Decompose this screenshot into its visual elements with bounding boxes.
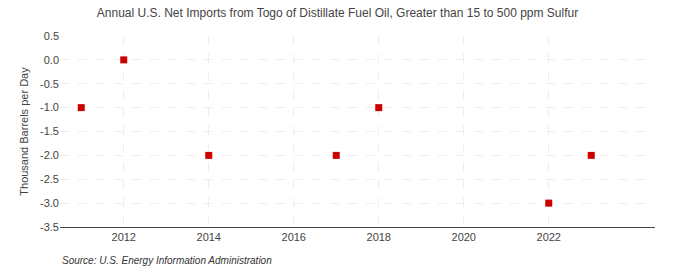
svg-text:2012: 2012 [112,231,136,243]
svg-text:-2.5: -2.5 [40,173,59,185]
svg-text:2022: 2022 [537,231,561,243]
svg-text:Source: U.S. Energy Informatio: Source: U.S. Energy Information Administ… [62,255,272,266]
svg-text:Thousand Barrels per Day: Thousand Barrels per Day [18,67,30,196]
svg-text:-0.5: -0.5 [40,78,59,90]
svg-text:2020: 2020 [452,231,476,243]
svg-text:-3.0: -3.0 [40,197,59,209]
svg-text:-1.5: -1.5 [40,125,59,137]
svg-text:2014: 2014 [197,231,221,243]
svg-text:0.5: 0.5 [44,30,59,42]
svg-text:-2.0: -2.0 [40,149,59,161]
svg-text:Annual U.S. Net Imports from T: Annual U.S. Net Imports from Togo of Dis… [97,6,578,20]
svg-text:0.0: 0.0 [44,54,59,66]
svg-text:-1.0: -1.0 [40,101,59,113]
svg-text:2016: 2016 [282,231,306,243]
svg-text:2018: 2018 [367,231,391,243]
svg-text:-3.5: -3.5 [40,221,59,233]
